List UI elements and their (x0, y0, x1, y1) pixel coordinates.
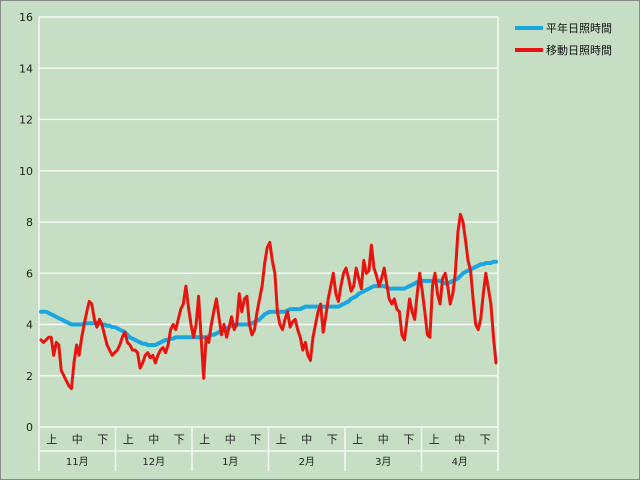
x-dekad-label: 中 (301, 433, 312, 446)
x-dekad-label: 中 (72, 433, 83, 446)
y-tick-label: 12 (19, 114, 33, 127)
x-dekad-label: 上 (46, 433, 57, 446)
x-month-label: 1月 (222, 456, 238, 468)
x-dekad-label: 下 (250, 433, 261, 446)
x-dekad-label: 上 (276, 433, 287, 446)
x-month-label: 3月 (375, 456, 391, 468)
y-tick-label: 10 (19, 165, 33, 178)
y-tick-label: 0 (26, 421, 33, 434)
x-month-label: 4月 (452, 456, 468, 468)
legend-label: 平年日照時間 (546, 21, 612, 35)
x-month-label: 2月 (299, 456, 315, 468)
x-dekad-label: 中 (225, 433, 236, 446)
x-axis: 上中下11月上中下12月上中下1月上中下2月上中下3月上中下4月 (38, 427, 499, 471)
x-dekad-label: 上 (199, 433, 210, 446)
x-dekad-label: 中 (454, 433, 465, 446)
x-dekad-label: 中 (148, 433, 159, 446)
y-tick-label: 8 (26, 216, 33, 229)
x-dekad-label: 下 (403, 433, 414, 446)
series-line-1 (39, 212, 498, 391)
legend-label: 移動日照時間 (546, 43, 612, 57)
x-dekad-label: 上 (123, 433, 134, 446)
y-tick-label: 16 (19, 11, 33, 24)
series-lines (39, 212, 498, 391)
x-dekad-label: 下 (480, 433, 491, 446)
x-dekad-label: 上 (352, 433, 363, 446)
x-dekad-label: 下 (327, 433, 338, 446)
y-tick-label: 14 (19, 62, 33, 75)
x-dekad-label: 上 (429, 433, 440, 446)
gridlines (38, 16, 499, 428)
y-tick-label: 2 (26, 370, 33, 383)
x-dekad-label: 下 (97, 433, 108, 446)
x-dekad-label: 下 (174, 433, 185, 446)
y-tick-label: 4 (26, 319, 33, 332)
x-dekad-label: 中 (378, 433, 389, 446)
y-tick-label: 6 (26, 267, 33, 280)
y-tick-labels: 0 2 4 6 8 10 12 14 16 (19, 11, 33, 434)
x-month-label: 12月 (142, 456, 165, 468)
x-month-label: 11月 (66, 456, 89, 468)
